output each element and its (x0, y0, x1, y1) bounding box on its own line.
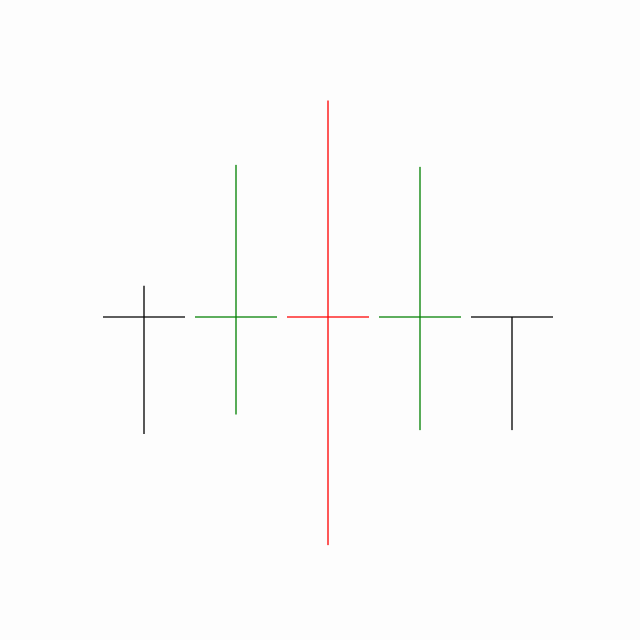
candle-4 (379, 166, 461, 431)
candle-3 (287, 100, 369, 546)
candle-2 (195, 164, 277, 415)
candle-5 (471, 316, 553, 431)
candle-1 (103, 285, 185, 434)
candle-marks (103, 100, 553, 546)
